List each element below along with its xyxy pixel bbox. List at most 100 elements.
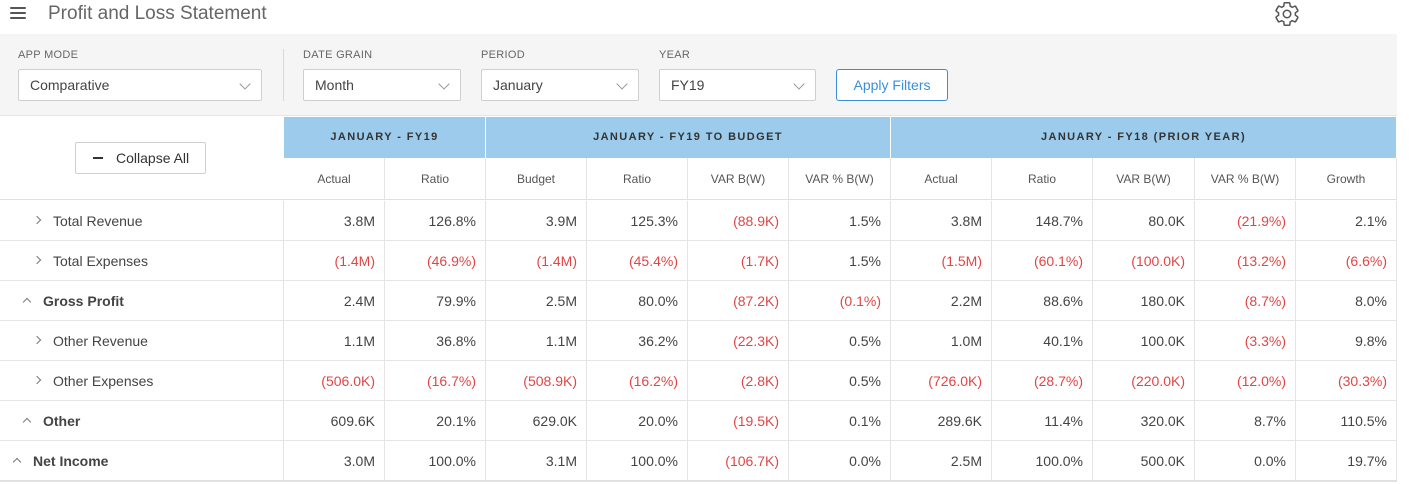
period-value: January bbox=[493, 77, 543, 93]
year-select[interactable]: FY19 bbox=[659, 69, 816, 101]
chevron-right-icon[interactable] bbox=[32, 255, 42, 265]
collapse-all-label: Collapse All bbox=[116, 150, 190, 166]
table-bottom-border bbox=[0, 480, 1397, 482]
cell-prior-var-bw: 180.0K bbox=[1093, 281, 1195, 321]
cell-budget-ratio: 125.3% bbox=[587, 201, 688, 241]
cell-prior-var-pct-bw: (21.9%) bbox=[1195, 201, 1296, 241]
group-header-budget: JANUARY - FY19 TO BUDGET bbox=[486, 117, 891, 158]
row-label[interactable]: Other Expenses bbox=[0, 361, 284, 401]
column-header-var-bw: VAR B(W) bbox=[688, 158, 789, 200]
chevron-right-icon[interactable] bbox=[32, 215, 42, 225]
table-row: Total Revenue 3.8M 126.8% 3.9M 125.3% (88.9K)… bbox=[0, 201, 1397, 241]
cell-prior-actual: (726.0K) bbox=[891, 361, 992, 401]
cell-ratio: (46.9%) bbox=[385, 241, 486, 281]
filter-divider bbox=[283, 49, 284, 101]
row-label[interactable]: Gross Profit bbox=[0, 281, 284, 321]
page-title: Profit and Loss Statement bbox=[48, 3, 267, 24]
row-label[interactable]: Total Revenue bbox=[0, 201, 284, 241]
cell-prior-var-pct-bw: (12.0%) bbox=[1195, 361, 1296, 401]
row-label-text: Gross Profit bbox=[43, 293, 124, 309]
date-grain-select[interactable]: Month bbox=[303, 69, 461, 101]
chevron-down-icon bbox=[438, 78, 450, 90]
minus-icon bbox=[93, 157, 103, 159]
group-header-prior-year: JANUARY - FY18 (PRIOR YEAR) bbox=[891, 117, 1397, 158]
column-header-ratio: Ratio bbox=[385, 158, 486, 200]
row-label-text: Total Expenses bbox=[53, 253, 148, 269]
cell-actual: 3.0M bbox=[284, 441, 385, 481]
cell-ratio: (16.7%) bbox=[385, 361, 486, 401]
app-mode-label: APP MODE bbox=[18, 49, 79, 61]
table-row: Net Income 3.0M 100.0% 3.1M 100.0% (106.7K) 0.… bbox=[0, 441, 1397, 481]
cell-prior-var-bw: (220.0K) bbox=[1093, 361, 1195, 401]
chevron-up-icon[interactable] bbox=[12, 457, 22, 467]
row-label[interactable]: Net Income bbox=[0, 441, 284, 481]
cell-prior-var-bw: 500.0K bbox=[1093, 441, 1195, 481]
gear-icon[interactable] bbox=[1273, 0, 1301, 28]
cell-prior-var-pct-bw: 8.7% bbox=[1195, 401, 1296, 441]
cell-prior-actual: 2.5M bbox=[891, 441, 992, 481]
cell-actual: 609.6K bbox=[284, 401, 385, 441]
year-label: YEAR bbox=[659, 49, 691, 61]
row-label[interactable]: Other Revenue bbox=[0, 321, 284, 361]
period-label: PERIOD bbox=[481, 49, 525, 61]
cell-var-pct-bw: 0.5% bbox=[789, 361, 891, 401]
cell-growth: (6.6%) bbox=[1296, 241, 1397, 281]
cell-budget: 3.1M bbox=[486, 441, 587, 481]
cell-growth: 19.7% bbox=[1296, 441, 1397, 481]
cell-budget: (508.9K) bbox=[486, 361, 587, 401]
cell-actual: 3.8M bbox=[284, 201, 385, 241]
cell-budget: (1.4M) bbox=[486, 241, 587, 281]
cell-var-pct-bw: 0.0% bbox=[789, 441, 891, 481]
cell-prior-ratio: 88.6% bbox=[992, 281, 1093, 321]
cell-budget: 629.0K bbox=[486, 401, 587, 441]
row-label-text: Net Income bbox=[33, 453, 109, 469]
app-mode-select[interactable]: Comparative bbox=[18, 69, 262, 101]
cell-prior-var-bw: 80.0K bbox=[1093, 201, 1195, 241]
cell-var-bw: (2.8K) bbox=[688, 361, 789, 401]
cell-prior-var-pct-bw: (3.3%) bbox=[1195, 321, 1296, 361]
row-label-text: Other Revenue bbox=[53, 333, 148, 349]
year-value: FY19 bbox=[671, 77, 705, 93]
cell-var-pct-bw: 0.5% bbox=[789, 321, 891, 361]
column-header-prior-ratio: Ratio bbox=[992, 158, 1093, 200]
cell-budget-ratio: 20.0% bbox=[587, 401, 688, 441]
cell-budget: 2.5M bbox=[486, 281, 587, 321]
cell-var-pct-bw: (0.1%) bbox=[789, 281, 891, 321]
cell-prior-actual: 3.8M bbox=[891, 201, 992, 241]
date-grain-label: DATE GRAIN bbox=[303, 49, 373, 61]
cell-var-pct-bw: 1.5% bbox=[789, 201, 891, 241]
cell-prior-ratio: 100.0% bbox=[992, 441, 1093, 481]
table-row: Total Expenses (1.4M) (46.9%) (1.4M) (45.4%)… bbox=[0, 241, 1397, 281]
cell-var-bw: (88.9K) bbox=[688, 201, 789, 241]
cell-var-bw: (1.7K) bbox=[688, 241, 789, 281]
cell-prior-var-pct-bw: 0.0% bbox=[1195, 441, 1296, 481]
table-row: Other Expenses (506.0K) (16.7%) (508.9K) (16… bbox=[0, 361, 1397, 401]
row-label[interactable]: Other bbox=[0, 401, 284, 441]
cell-ratio: 36.8% bbox=[385, 321, 486, 361]
chevron-up-icon[interactable] bbox=[22, 417, 32, 427]
chevron-right-icon[interactable] bbox=[32, 335, 42, 345]
cell-prior-actual: (1.5M) bbox=[891, 241, 992, 281]
cell-actual: 2.4M bbox=[284, 281, 385, 321]
cell-prior-ratio: 148.7% bbox=[992, 201, 1093, 241]
column-header-prior-var-pct-bw: VAR % B(W) bbox=[1195, 158, 1296, 200]
cell-prior-ratio: (28.7%) bbox=[992, 361, 1093, 401]
period-select[interactable]: January bbox=[481, 69, 639, 101]
chevron-right-icon[interactable] bbox=[32, 375, 42, 385]
cell-budget-ratio: (45.4%) bbox=[587, 241, 688, 281]
cell-prior-var-pct-bw: (8.7%) bbox=[1195, 281, 1296, 321]
cell-growth: 110.5% bbox=[1296, 401, 1397, 441]
cell-prior-var-bw: 320.0K bbox=[1093, 401, 1195, 441]
cell-var-bw: (106.7K) bbox=[688, 441, 789, 481]
cell-budget: 3.9M bbox=[486, 201, 587, 241]
table-row: Other Revenue 1.1M 36.8% 1.1M 36.2% (22.3K) 0.… bbox=[0, 321, 1397, 361]
chevron-up-icon[interactable] bbox=[22, 297, 32, 307]
cell-var-pct-bw: 0.1% bbox=[789, 401, 891, 441]
apply-filters-button[interactable]: Apply Filters bbox=[836, 69, 948, 101]
cell-ratio: 126.8% bbox=[385, 201, 486, 241]
row-label-text: Total Revenue bbox=[53, 213, 143, 229]
collapse-all-button[interactable]: Collapse All bbox=[75, 142, 206, 174]
cell-growth: 9.8% bbox=[1296, 321, 1397, 361]
hamburger-icon[interactable] bbox=[10, 6, 26, 20]
row-label[interactable]: Total Expenses bbox=[0, 241, 284, 281]
